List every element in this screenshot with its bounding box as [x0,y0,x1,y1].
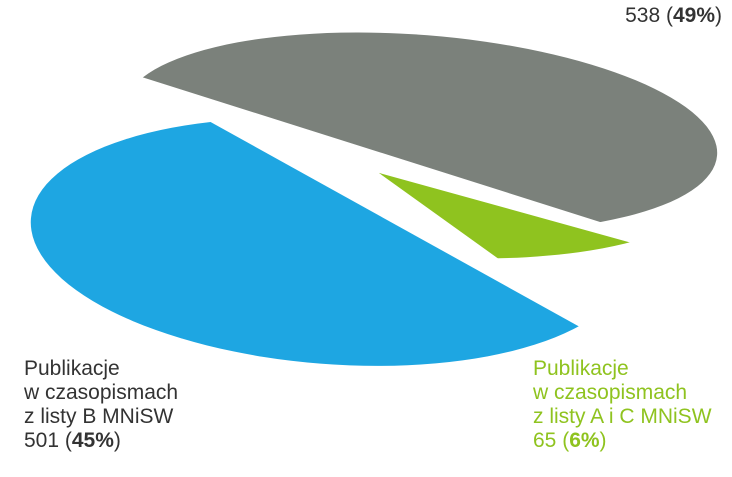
slice-percent: 45% [71,429,114,452]
slice-value: 65 [533,429,557,452]
slice-value: 501 [24,429,60,452]
slice-value: 538 [625,4,661,27]
slice-value-line: 501 (45%) [24,429,121,452]
slice-value-line: 65 (6%) [533,429,607,452]
slice-label-list-a-c: Publikacje w czasopismach z listy A i C … [533,357,712,453]
slice-percent: 6% [569,429,600,452]
slice-label-line: z listy A i C MNiSW [533,405,712,428]
slice-percent: 49% [672,4,715,27]
slice-value-line: 538 (49%) [625,4,722,27]
slice-label-line: Publikacje [24,357,120,380]
slice-label-other: 538 (49%) [625,4,722,28]
slice-label-list-b: Publikacje w czasopismach z listy B MNiS… [24,357,178,453]
slice-label-line: w czasopismach [533,381,688,404]
slice-label-line: w czasopismach [24,381,179,404]
slice-label-line: z listy B MNiSW [24,405,174,428]
slice-label-line: Publikacje [533,357,629,380]
